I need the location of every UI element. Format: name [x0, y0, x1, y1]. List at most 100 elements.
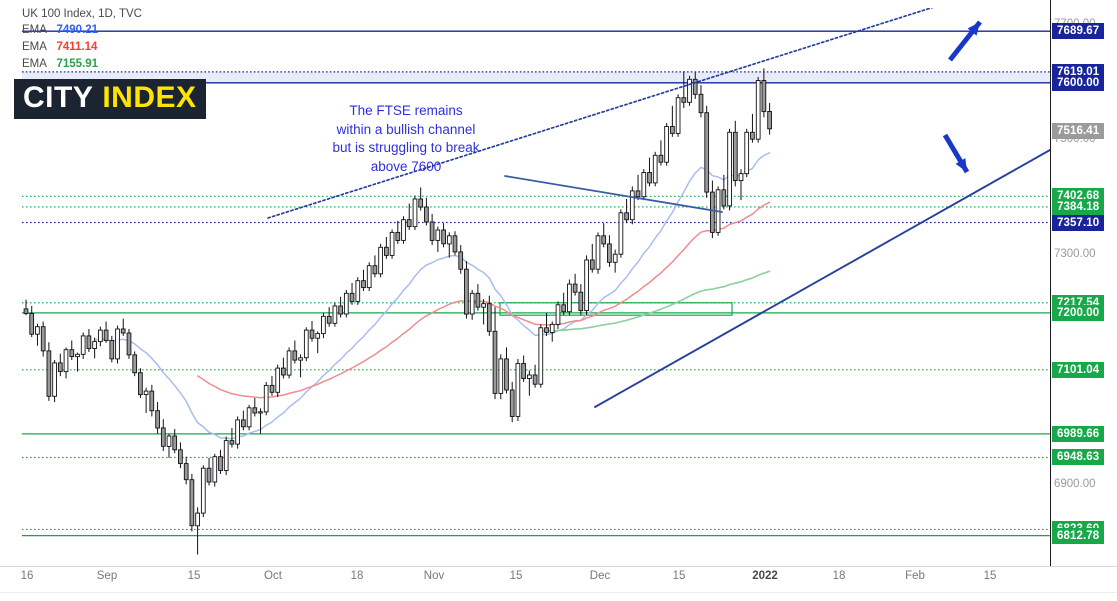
- candle-body: [92, 341, 97, 349]
- time-axis-tick: 16: [20, 570, 34, 582]
- price-badge[interactable]: 7516.41: [1052, 122, 1105, 139]
- legend-row-ema-fast[interactable]: EMA 7490.21: [22, 22, 142, 39]
- candle-body: [498, 358, 504, 394]
- candle-body: [315, 333, 321, 339]
- legend-value-ema-fast: 7490.21: [56, 24, 99, 36]
- candle-body: [527, 374, 532, 379]
- candle-body: [521, 363, 526, 379]
- candle-body: [578, 291, 584, 312]
- time-axis-tick: 15: [509, 570, 523, 582]
- candle-body: [246, 407, 252, 428]
- bearish-rejection-arrow: [942, 133, 970, 174]
- candle-body: [120, 328, 126, 334]
- annotation-line-4: above 7600: [370, 158, 442, 174]
- ascending-channel-lower: [594, 149, 1050, 408]
- candle-body: [464, 268, 469, 315]
- candle-body: [252, 407, 258, 414]
- candle-body: [492, 330, 498, 394]
- candle-body: [698, 93, 704, 114]
- price-badge[interactable]: 6989.66: [1052, 425, 1105, 442]
- candle-body: [281, 367, 286, 376]
- legend-label-ema-fast: EMA: [22, 24, 47, 36]
- legend-row-ema-mid[interactable]: EMA 7411.14: [22, 39, 142, 56]
- candle-body: [469, 292, 475, 315]
- legend-row-ema-slow[interactable]: EMA 7155.91: [22, 56, 142, 73]
- price-badge[interactable]: 7357.10: [1052, 214, 1105, 231]
- candle-body: [57, 362, 63, 372]
- candle-body: [35, 326, 40, 335]
- descending-resistance: [504, 175, 723, 213]
- price-gridline-label: 6900.00: [1054, 478, 1096, 491]
- candle-body: [607, 243, 612, 263]
- candle-body: [395, 231, 401, 241]
- chart-legend: UK 100 Index, 1D, TVC EMA 7490.21 EMA 74…: [22, 7, 142, 73]
- price-badge[interactable]: 7689.67: [1052, 23, 1105, 40]
- candle-body: [515, 363, 521, 417]
- candle-body: [475, 292, 481, 308]
- bullish-breakout-arrow: [948, 20, 982, 62]
- candle-body: [80, 335, 86, 355]
- candle-body: [738, 173, 744, 182]
- candle-body: [75, 353, 80, 358]
- candle-body: [332, 305, 338, 324]
- candle-body: [46, 350, 52, 397]
- candle-body: [275, 367, 281, 393]
- candle-body: [538, 327, 544, 385]
- horizontal-support-box: [499, 302, 733, 316]
- ema-slow-line: [540, 270, 771, 332]
- candle-body: [343, 292, 349, 315]
- candle-body: [372, 265, 378, 275]
- candle-body: [641, 172, 647, 198]
- chart-canvas: [22, 8, 1050, 555]
- candle-body: [23, 308, 29, 314]
- time-axis-line: [0, 566, 1117, 567]
- candle-body: [509, 389, 515, 417]
- time-axis-tick: 18: [350, 570, 364, 582]
- candle-body: [406, 219, 412, 228]
- ascending-channel-upper: [267, 8, 934, 219]
- candle-body: [52, 362, 57, 397]
- candle-body: [206, 467, 212, 483]
- bullish-breakout-arrow-head: [967, 22, 980, 36]
- candle-body: [29, 313, 35, 335]
- candle-body: [658, 154, 664, 163]
- candle-body: [241, 419, 246, 428]
- candle-body: [303, 329, 309, 359]
- annotation-line-2: within a bullish channel: [336, 121, 476, 137]
- candle-body: [172, 435, 178, 451]
- candle-body: [258, 411, 263, 414]
- candle-body: [338, 305, 343, 315]
- time-axis-tick: 18: [832, 570, 846, 582]
- time-axis-tick: 15: [672, 570, 686, 582]
- resistance-zone-rect: [22, 71, 1050, 83]
- time-axis-tick: 2022: [752, 570, 778, 582]
- time-axis-tick: Feb: [905, 570, 925, 582]
- candle-body: [183, 463, 189, 481]
- price-badge[interactable]: 6812.78: [1052, 527, 1105, 544]
- price-badge[interactable]: 7200.00: [1052, 304, 1105, 321]
- candle-body: [761, 80, 767, 113]
- price-badge[interactable]: 7600.00: [1052, 74, 1105, 91]
- candle-body: [767, 111, 772, 130]
- candle-body: [86, 335, 92, 350]
- candle-body: [269, 384, 275, 393]
- price-badge[interactable]: 7384.18: [1052, 198, 1105, 215]
- legend-value-ema-slow: 7155.91: [56, 58, 99, 70]
- candle-body: [670, 126, 675, 134]
- candle-body: [750, 131, 755, 140]
- candle-body: [69, 349, 75, 358]
- candle-body: [561, 304, 567, 313]
- candle-body: [286, 350, 292, 376]
- candle-body: [692, 78, 698, 95]
- price-badge[interactable]: 6948.63: [1052, 449, 1105, 466]
- time-axis-tick: Oct: [264, 570, 282, 582]
- bearish-rejection-arrow-head: [955, 158, 967, 172]
- candle-body: [710, 191, 715, 233]
- symbol-title[interactable]: UK 100 Index, 1D, TVC: [22, 8, 142, 20]
- price-badge[interactable]: 7101.04: [1052, 361, 1105, 378]
- logo-word-index: INDEX: [102, 81, 197, 114]
- candle-body: [424, 206, 429, 223]
- candle-body: [178, 449, 183, 465]
- candle-body: [361, 280, 366, 289]
